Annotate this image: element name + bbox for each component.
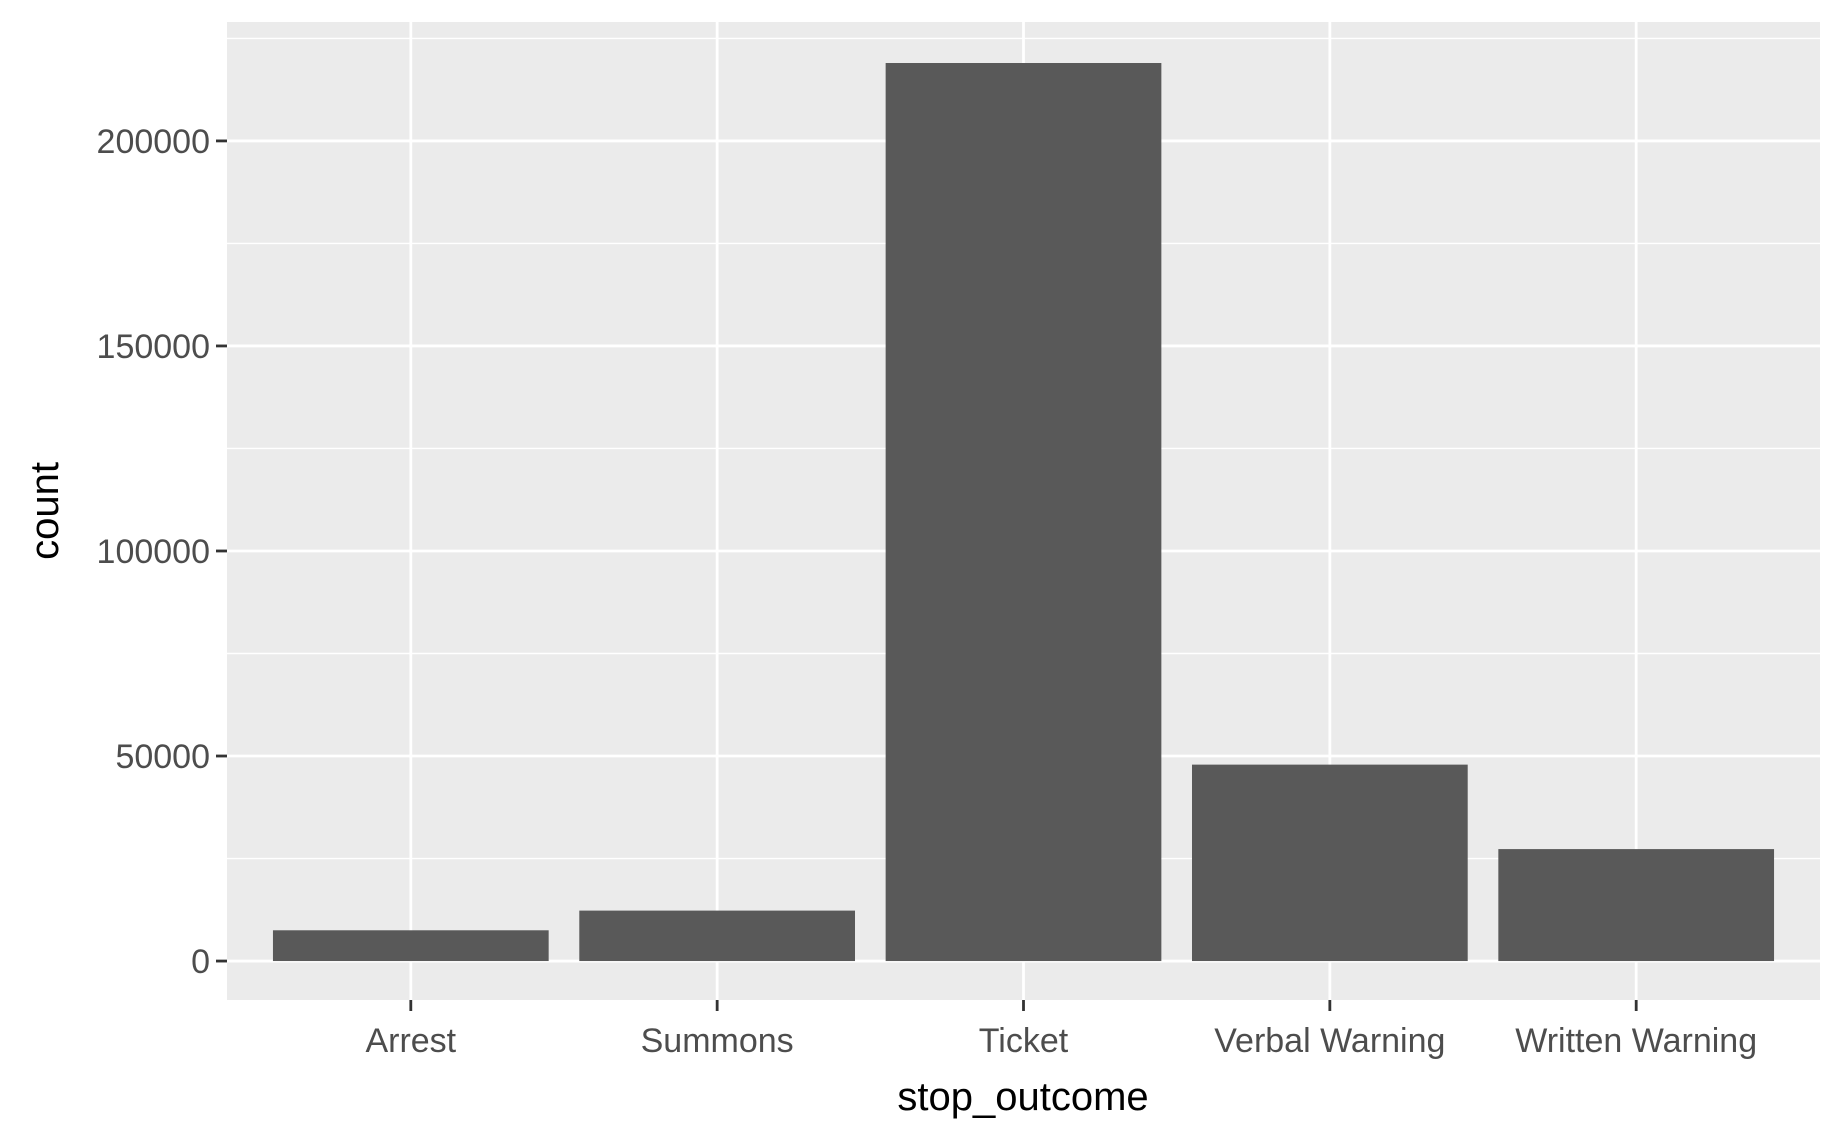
bars	[272, 63, 1775, 962]
x-tick-label-2: Ticket	[979, 1022, 1069, 1060]
y-tick-label-3: 150000	[97, 328, 210, 366]
y-tick-label-0: 0	[191, 943, 210, 981]
bar-verbal-warning	[1191, 764, 1468, 962]
y-tick-label-1: 50000	[115, 738, 210, 776]
bar-summons	[579, 910, 856, 962]
x-axis: Arrest Summons Ticket Verbal Warning Written…	[365, 1000, 1757, 1060]
x-tick-label-4: Written Warning	[1515, 1022, 1757, 1060]
y-tick-label-4: 200000	[97, 123, 210, 161]
x-tick-label-0: Arrest	[365, 1022, 456, 1060]
y-tick-label-2: 100000	[97, 533, 210, 571]
y-axis: 0 50000 100000 150000 200000	[97, 123, 227, 981]
x-tick-label-3: Verbal Warning	[1214, 1022, 1445, 1060]
bar-arrest	[272, 930, 549, 962]
bar-written-warning	[1498, 849, 1775, 962]
y-axis-title: count	[23, 462, 67, 560]
x-axis-title: stop_outcome	[897, 1075, 1148, 1119]
bar-ticket	[885, 63, 1162, 962]
x-tick-label-1: Summons	[641, 1022, 794, 1060]
